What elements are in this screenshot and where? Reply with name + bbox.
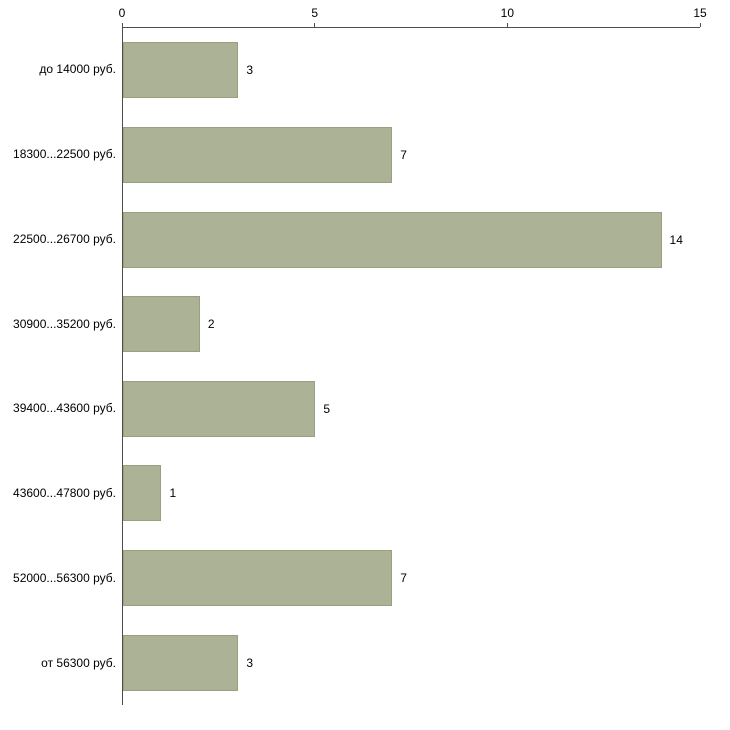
bar-row: 7 [123,536,700,621]
category-label: до 14000 руб. [39,62,116,77]
bar [123,380,316,437]
bar [123,634,239,691]
x-tick-mark [314,23,316,27]
bar [123,211,662,268]
x-tick-label: 10 [500,6,515,20]
x-tick-label: 0 [118,6,126,20]
bar [123,126,393,183]
bar-value-label: 7 [400,147,407,162]
bar-row: 1 [123,451,700,536]
x-tick-mark [121,23,123,27]
x-tick-label: 5 [311,6,318,20]
bar-row: 5 [123,367,700,452]
bar-row: 7 [123,113,700,198]
x-tick-mark [699,23,701,27]
x-tick-mark [506,23,508,27]
x-axis: 0 5 10 15 [118,0,707,27]
category-label: 30900...35200 руб. [13,316,116,331]
x-tick-label: 15 [693,6,707,20]
category-label: 39400...43600 руб. [13,401,116,416]
category-label: от 56300 руб. [41,655,116,670]
bar-row: 3 [123,620,700,705]
bar-row: 14 [123,197,700,282]
chart-body: до 14000 руб. 18300...22500 руб. 22500...2… [0,27,700,705]
category-label: 43600...47800 руб. [13,486,116,501]
bar-row: 2 [123,282,700,367]
bar-value-label: 1 [169,486,177,501]
bar-value-label: 14 [669,232,683,247]
bar [123,465,162,522]
category-label: 22500...26700 руб. [13,231,116,246]
bar [123,296,200,353]
bar-value-label: 2 [207,317,215,332]
category-labels: до 14000 руб. 18300...22500 руб. 22500...2… [0,27,122,705]
category-label: 52000...56300 руб. [13,570,116,585]
bar-value-label: 7 [400,571,407,586]
bar-value-label: 5 [323,401,331,416]
category-label: 18300...22500 руб. [13,147,116,162]
plot-area: 3 7 14 2 5 1 7 3 [122,27,700,705]
bar [123,42,239,99]
bar-value-label: 3 [246,63,254,78]
bar-value-label: 3 [246,655,254,670]
bar-row: 3 [123,28,700,113]
bar [123,550,393,607]
